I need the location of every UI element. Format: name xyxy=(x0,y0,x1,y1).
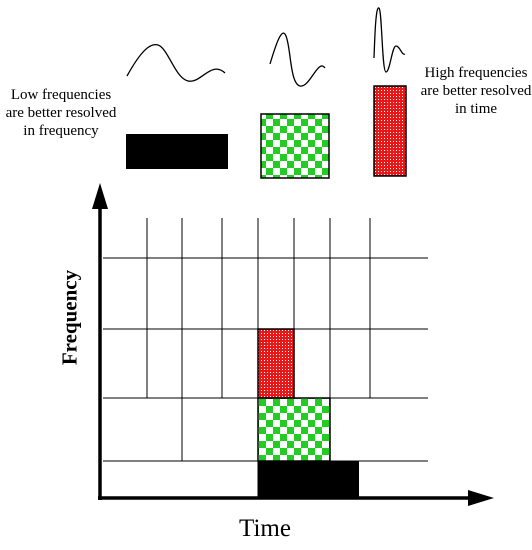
high-frequency-note: High frequencies are better resolved in … xyxy=(420,65,532,117)
frequency-axis-label: Frequency xyxy=(57,269,82,366)
grid-high-tile xyxy=(257,328,295,399)
high-frequency-tile xyxy=(373,85,407,177)
low-frequency-wave xyxy=(126,44,226,82)
grid-mid-tile xyxy=(257,397,331,462)
grid-low-tile xyxy=(258,461,359,498)
time-axis-arrow xyxy=(468,490,494,506)
mid-frequency-tile xyxy=(260,113,330,179)
frequency-axis-arrow xyxy=(92,183,108,209)
time-axis-label: Time xyxy=(239,515,291,542)
mid-frequency-wave xyxy=(269,32,326,87)
low-frequency-tile xyxy=(126,134,228,169)
high-frequency-wave xyxy=(373,7,406,73)
low-frequency-note: Low frequencies are better resolved in f… xyxy=(5,87,117,139)
